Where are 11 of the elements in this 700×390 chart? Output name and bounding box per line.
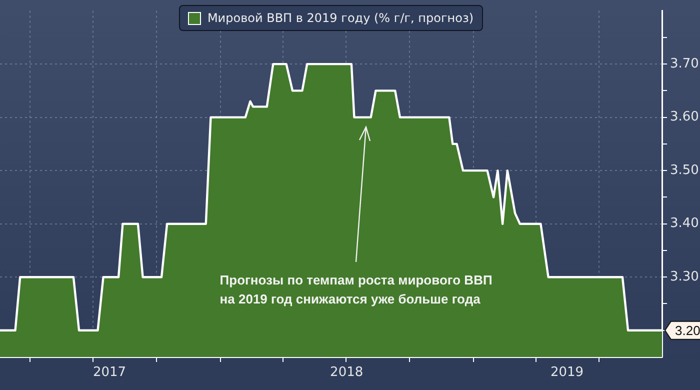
y-tick-label: 3.50 — [670, 162, 699, 178]
legend-label: Мировой ВВП в 2019 году (% г/г, прогноз) — [207, 11, 474, 25]
x-tick-label: 2017 — [92, 365, 126, 380]
data-label: 3.20 — [675, 322, 700, 338]
y-tick-label: 3.40 — [670, 216, 699, 232]
annotation: Прогнозы по темпам роста мирового ВВП на 2019 год снижаются уже больше года — [220, 272, 492, 306]
y-tick-label: 3.60 — [670, 110, 699, 125]
x-tick-label: 2019 — [550, 365, 584, 380]
y-tick-label: 3.30 — [670, 269, 699, 284]
y-tick-label: 3.70 — [670, 56, 699, 72]
x-tick-label: 2018 — [330, 365, 364, 380]
